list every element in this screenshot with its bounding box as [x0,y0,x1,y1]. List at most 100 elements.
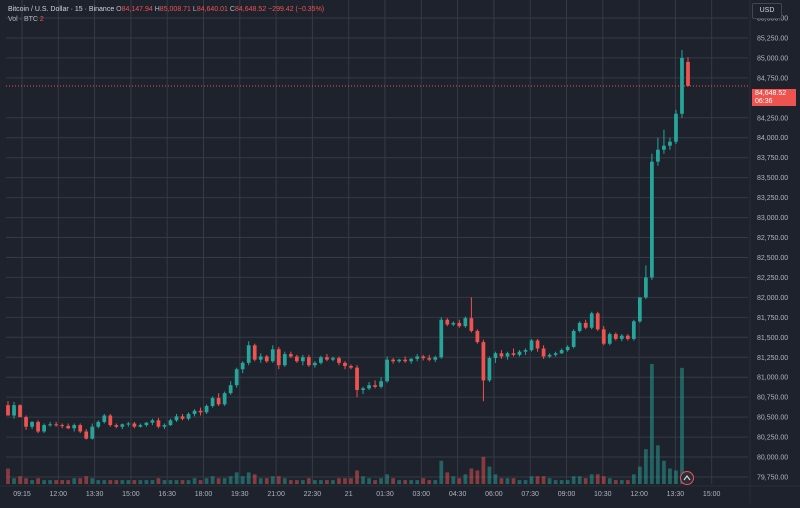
candle-body [325,357,329,360]
currency-button[interactable]: USD [752,3,782,19]
volume-bar [631,474,636,484]
volume-bar [108,480,113,484]
candle-body [541,348,546,357]
candle-body [379,381,383,387]
volume-bar [589,474,594,484]
volume-bar [343,478,347,484]
candle-body [547,354,552,357]
candle-body [331,358,335,360]
ohlc-row: Bitcoin / U.S. Dollar · 15 · Binance O84… [8,5,324,15]
volume-bar [463,474,468,484]
time-tick-label: 15:00 [703,491,721,498]
candle-body [451,322,456,325]
candle-body [391,359,395,362]
candle-body [337,358,341,363]
legend: Bitcoin / U.S. Dollar · 15 · Binance O84… [8,5,324,25]
candle-body [349,366,353,368]
time-tick-label: 03:00 [413,491,431,498]
volume-bar [391,478,395,484]
volume-bar [451,476,456,484]
volume-bar [30,480,34,484]
candle-body [210,397,215,406]
volume-bar [680,367,684,484]
candle-body [234,369,239,386]
candle-body [439,319,444,358]
candle-body [427,358,432,360]
candle-body [637,297,642,322]
price-tick-label: 82,000.00 [757,295,788,302]
candle-body [66,425,71,429]
volume-bar [481,456,486,484]
volume-bar [66,480,71,484]
tradingview-logo-icon[interactable] [680,471,694,485]
price-tick-label: 84,250.00 [757,115,788,122]
volume-bar [637,466,642,484]
volume-bar [427,480,432,484]
price-tick-label: 83,500.00 [757,175,788,182]
candle-body [463,318,468,327]
candle-body [240,362,245,370]
candle-body [12,405,16,416]
candle-body [686,61,690,86]
candle-body [361,388,365,390]
symbol-title[interactable]: Bitcoin / U.S. Dollar · 15 · Binance [8,6,115,13]
time-tick-label: 18:00 [195,491,213,498]
candle-body [595,313,600,330]
volume-bar [325,480,329,484]
price-tick-label: 80,250.00 [757,435,788,442]
candle-body [156,420,161,427]
volume-bar [132,480,137,484]
candle-body [421,356,426,359]
candle-body [282,354,287,366]
candle-body [174,416,179,421]
candle-body [60,425,65,427]
candle-body [607,334,612,344]
volume-bar [493,474,498,484]
volume-bar [42,480,46,484]
candle-body [553,353,558,355]
time-axis[interactable]: 09:15 12:00 13:30 15:00 16:30 18:00 19:30 21:00… [13,491,720,498]
high-label: H [154,6,160,13]
volume-bar [595,474,600,484]
candle-body [222,393,227,405]
candle-body [662,145,666,150]
candle-body [487,358,492,381]
candle-body [517,351,522,355]
volume-bar [397,480,402,484]
volume-bar [192,478,197,484]
volume-bar [373,480,377,484]
volume-bar [48,480,52,484]
candle-body [307,357,311,366]
volume-bar [313,480,317,484]
volume-bar [379,478,383,484]
volume-bar [6,468,10,484]
last-price-badge: 84,648.52 06:36 [752,89,796,106]
candle-body [469,318,474,331]
volume-bar [258,478,263,484]
candle-body [644,277,648,298]
time-tick-label: 12:00 [50,491,68,498]
volume-bar [240,476,245,484]
volume-value: 2 [39,16,44,23]
open-label: O [116,6,122,13]
price-tick-label: 83,750.00 [757,155,788,162]
volume-bar [180,480,185,484]
price-axis[interactable]: 85,500.00 85,250.00 85,000.00 84,750.00 84,2… [757,16,788,482]
low-label: L [192,6,197,13]
volume-bar [445,472,450,484]
candle-body [294,356,299,362]
volume-bar [72,478,77,484]
price-tick-label: 80,500.00 [757,415,788,422]
price-tick-label: 83,250.00 [757,195,788,202]
price-tick-label: 81,500.00 [757,335,788,342]
volume-bar [415,480,420,484]
price-tick-label: 83,000.00 [757,215,788,222]
volume-bar [102,480,107,484]
volume-label[interactable]: Vol · BTC [8,16,38,23]
price-tick-label: 80,750.00 [757,395,788,402]
candle-body [18,405,22,418]
candle-body [355,367,359,390]
volume-bar [168,480,173,484]
